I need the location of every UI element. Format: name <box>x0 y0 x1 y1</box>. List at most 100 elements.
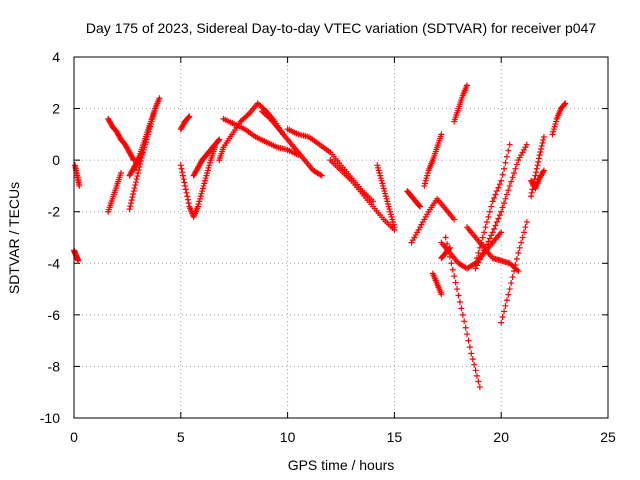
data-point <box>483 219 490 226</box>
data-point <box>528 193 535 200</box>
data-point <box>501 165 508 172</box>
data-point <box>486 235 493 242</box>
data-point <box>180 176 187 183</box>
data-point <box>482 244 489 251</box>
data-point <box>132 182 139 189</box>
data-point <box>185 114 192 121</box>
data-point <box>503 297 510 304</box>
data-point <box>216 136 223 143</box>
series-track-ab <box>498 219 530 326</box>
data-point <box>417 203 424 210</box>
data-point <box>509 274 516 281</box>
data-point <box>446 244 453 251</box>
data-point <box>478 253 485 260</box>
y-tick-label: 0 <box>52 152 60 168</box>
data-point <box>506 286 513 293</box>
data-point <box>505 187 512 194</box>
data-point <box>492 191 499 198</box>
y-tick-label: 4 <box>52 49 60 65</box>
data-point <box>515 249 522 256</box>
series-track-l <box>220 115 302 158</box>
data-point <box>489 198 496 205</box>
data-point <box>464 331 471 338</box>
data-point <box>509 174 516 181</box>
data-point <box>318 172 325 179</box>
data-point <box>503 153 510 160</box>
data-point <box>513 161 520 168</box>
series-track-s <box>421 131 445 189</box>
series-track-z <box>472 141 513 267</box>
data-point <box>498 229 505 236</box>
data-point <box>502 159 509 166</box>
data-point <box>130 188 137 195</box>
data-point <box>536 151 543 158</box>
data-point <box>498 208 505 215</box>
data-point <box>519 234 526 241</box>
data-point <box>76 182 83 189</box>
data-point <box>446 245 453 252</box>
data-point <box>478 239 485 246</box>
data-point <box>496 181 503 188</box>
x-tick-label: 10 <box>280 429 296 445</box>
data-point <box>540 136 547 143</box>
data-point <box>129 194 136 201</box>
x-axis-label: GPS time / hours <box>288 457 395 473</box>
data-point <box>75 257 82 264</box>
data-point <box>438 291 445 298</box>
data-point <box>130 155 137 162</box>
chart-title: Day 175 of 2023, Sidereal Day-to-day VTE… <box>86 20 596 36</box>
data-point <box>181 179 188 186</box>
series-track-t <box>429 270 445 298</box>
data-point <box>493 188 500 195</box>
data-point <box>498 177 505 184</box>
data-point <box>127 200 134 207</box>
data-point <box>523 141 530 148</box>
data-point <box>540 167 547 174</box>
data-point <box>462 324 469 331</box>
data-point <box>455 292 462 299</box>
data-point <box>468 350 475 357</box>
data-point <box>481 229 488 236</box>
series-track-d <box>105 170 124 215</box>
data-point <box>461 318 468 325</box>
data-point <box>156 95 163 102</box>
data-point <box>471 361 478 368</box>
data-point <box>459 311 466 318</box>
data-point <box>502 195 509 202</box>
data-point <box>488 232 495 239</box>
data-point <box>131 185 138 192</box>
data-point <box>481 247 488 254</box>
series-track-b <box>71 247 82 264</box>
series-track-ad <box>528 167 547 192</box>
data-point <box>502 302 509 309</box>
data-point <box>532 172 539 179</box>
data-point <box>473 255 480 262</box>
data-point <box>537 148 544 155</box>
data-point <box>485 238 492 245</box>
data-point <box>452 279 459 286</box>
data-point <box>482 224 489 231</box>
series-track-p <box>374 162 398 231</box>
data-point <box>183 189 190 196</box>
data-point <box>391 224 398 231</box>
data-point <box>127 203 134 210</box>
y-tick-label: -6 <box>48 307 61 323</box>
data-point <box>488 203 495 210</box>
data-point <box>456 298 463 305</box>
data-point <box>458 305 465 312</box>
data-point <box>472 265 479 272</box>
data-point <box>130 191 137 198</box>
data-point <box>520 229 527 236</box>
data-point <box>561 101 568 108</box>
data-point <box>562 100 569 107</box>
data-points-layer <box>71 82 569 391</box>
data-point <box>512 262 519 269</box>
data-point <box>128 197 135 204</box>
data-point <box>511 170 518 177</box>
data-point <box>133 176 140 183</box>
data-point <box>491 225 498 232</box>
data-point <box>499 314 506 321</box>
data-point <box>184 196 191 203</box>
data-point <box>506 141 513 148</box>
